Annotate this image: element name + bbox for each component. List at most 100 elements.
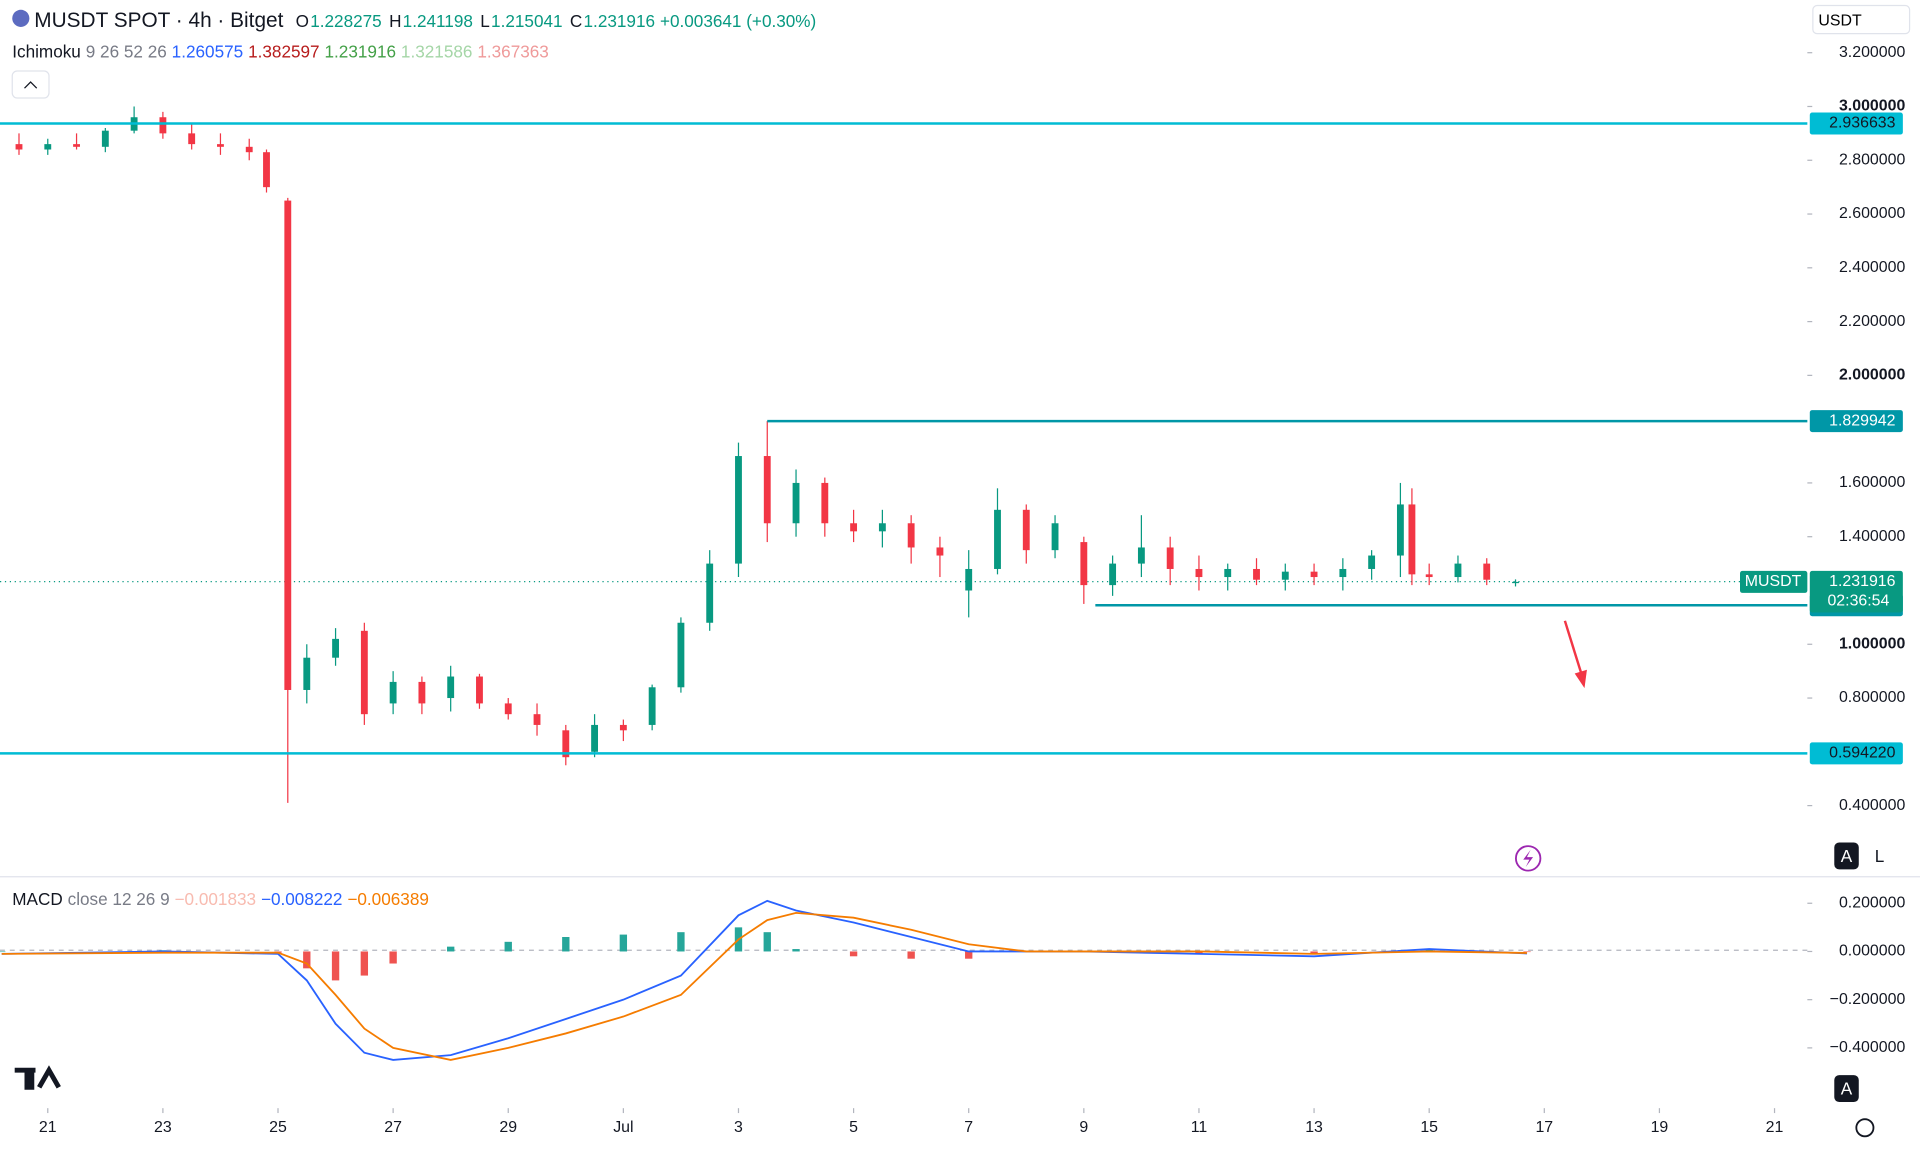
x-tick-label: 3 — [734, 1119, 743, 1136]
indicator-name[interactable]: Ichimoku — [12, 41, 81, 62]
candle-body — [1512, 581, 1519, 584]
candle-body — [1368, 555, 1376, 569]
symbol-row: MUSDT SPOT · 4h · Bitget O 1.228275 H 1.241… — [12, 9, 816, 33]
candle-body — [1408, 504, 1416, 575]
collapse-button[interactable] — [11, 70, 50, 99]
x-tick-label: 23 — [154, 1119, 172, 1136]
candle-body — [1022, 509, 1030, 551]
level-label-box — [1809, 112, 1903, 135]
y-tick-label: 0.400000 — [1839, 797, 1905, 814]
candle-body — [763, 456, 771, 524]
candle-body — [447, 676, 455, 699]
candle-body — [263, 152, 270, 188]
lightning — [1523, 849, 1534, 867]
candle-body — [533, 714, 541, 725]
level-label-box — [1809, 410, 1903, 433]
histogram-bar — [1310, 951, 1318, 954]
candle-body — [936, 547, 944, 556]
level-label: 0.594220 — [1829, 745, 1895, 762]
histogram-bar — [907, 951, 915, 959]
symbol-icon — [12, 9, 30, 27]
candle-body — [44, 144, 52, 150]
histogram-bar — [447, 946, 455, 952]
level-label: 1.829942 — [1829, 412, 1895, 429]
candle-body — [1051, 523, 1059, 551]
candle-body — [15, 144, 23, 150]
symbol[interactable]: MUSDT SPOT · 4h · Bitget — [34, 8, 284, 32]
histogram-bar — [849, 951, 858, 957]
candle-body — [1166, 547, 1174, 569]
ohlc: O 1.228275 H 1.241198 L 1.215041 C 1.231916 — [296, 11, 655, 31]
candle-body — [1425, 574, 1433, 578]
y-tick-label: 2.000000 — [1839, 367, 1905, 384]
lightning-icon[interactable] — [1515, 845, 1542, 872]
histogram-bar — [1425, 949, 1433, 952]
macd-legend: MACD close 12 26 9 −0.001833 −0.008222 −0.… — [12, 889, 429, 909]
logo[interactable] — [14, 1065, 61, 1090]
histogram-bar — [677, 932, 685, 952]
indicator-name[interactable]: MACD — [12, 888, 63, 909]
candle-body — [1281, 571, 1289, 580]
candle-body — [1137, 547, 1145, 564]
currency-select[interactable]: USDT — [1812, 4, 1911, 35]
indicator-params: close 12 26 9 — [67, 888, 170, 909]
histogram-bar — [763, 932, 771, 952]
x-tick-label: 25 — [269, 1119, 287, 1136]
histogram-bar — [504, 941, 512, 952]
ohlc-value: 1.241198 — [402, 11, 473, 31]
y-tick-label: 1.000000 — [1839, 635, 1905, 652]
histogram-bar — [303, 951, 311, 969]
candle-body — [159, 117, 167, 134]
histogram-bar — [331, 951, 340, 981]
candle-body — [677, 622, 685, 688]
candle-body — [476, 676, 483, 704]
x-tick-label: 5 — [849, 1119, 858, 1136]
histogram-bar — [360, 951, 369, 976]
y-tick-label: 0.800000 — [1839, 689, 1905, 706]
x-tick-label: 7 — [964, 1119, 973, 1136]
indicator-value: 1.367363 — [477, 41, 549, 62]
ichimoku-legend: Ichimoku 9 26 52 26 1.260575 1.382597 1.23… — [12, 42, 549, 62]
candle-body — [706, 563, 714, 623]
macd-line — [1, 911, 1528, 1061]
candle-body — [1224, 568, 1232, 578]
y-tick-label: 3.200000 — [1839, 44, 1905, 61]
ohlc-value: 1.228275 — [310, 11, 382, 31]
candle-body — [73, 144, 80, 147]
x-tick-label: 9 — [1079, 1119, 1088, 1136]
log-button[interactable]: L — [1874, 846, 1885, 866]
candle-body — [101, 130, 109, 147]
ohlc-value: 1.231916 — [583, 11, 656, 31]
histogram-bar — [792, 949, 800, 952]
candle-body — [1310, 571, 1318, 578]
x-tick-label: 19 — [1651, 1119, 1669, 1136]
x-tick-label: 21 — [39, 1119, 57, 1136]
candle-body — [850, 523, 858, 532]
change: +0.003641 (+0.30%) — [659, 11, 817, 31]
candle-body — [1195, 568, 1203, 578]
auto-button[interactable]: A — [1834, 842, 1859, 870]
indicator-value: 1.260575 — [171, 41, 244, 62]
x-tick-label: Jul — [613, 1119, 633, 1136]
symbol-label: MUSDT — [1745, 573, 1802, 590]
settings-icon[interactable] — [1855, 1118, 1875, 1138]
candle-body — [878, 523, 886, 532]
candle-body — [792, 482, 800, 524]
symbol-box — [1740, 570, 1808, 593]
candle-body — [591, 724, 599, 752]
candle-body — [1454, 563, 1462, 578]
auto-button[interactable]: A — [1834, 1075, 1859, 1103]
histogram-bar — [619, 934, 628, 952]
candle-body — [303, 657, 311, 690]
candle-body — [245, 146, 253, 153]
x-tick-label: 29 — [499, 1119, 517, 1136]
y-tick-label: 0.000000 — [1839, 943, 1905, 960]
candle-body — [188, 133, 196, 145]
y-tick-label: 0.200000 — [1839, 894, 1905, 911]
candle-body — [332, 638, 339, 658]
level-label-box — [1809, 742, 1903, 765]
histogram-bar — [1523, 951, 1531, 953]
candle-body — [418, 681, 426, 704]
